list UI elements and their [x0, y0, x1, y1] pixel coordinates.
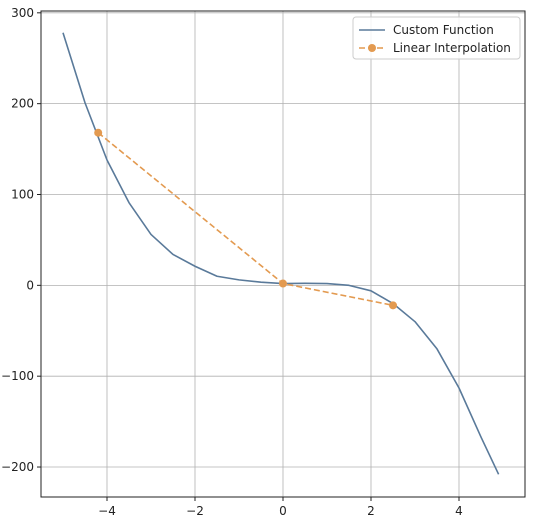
axis-ticks: −4 −2 0 2 4 −200 −100 0 100 200 300	[1, 6, 463, 518]
grid	[41, 11, 525, 497]
x-tick-label: −4	[98, 504, 116, 518]
x-tick-label: 2	[367, 504, 375, 518]
x-tick-label: 0	[279, 504, 287, 518]
y-tick-label: 100	[11, 187, 34, 201]
x-tick-label: 4	[455, 504, 463, 518]
legend-box	[352, 16, 521, 60]
legend-marker	[368, 44, 376, 52]
legend-label: Custom Function	[393, 23, 494, 37]
interpolation-point	[279, 279, 287, 288]
interpolation-point	[94, 128, 103, 137]
legend: Custom Function Linear Interpolation	[352, 16, 521, 60]
x-tick-label: −2	[186, 504, 204, 518]
y-tick-label: 200	[11, 97, 34, 111]
y-tick-label: 0	[26, 278, 34, 292]
series-layer	[62, 32, 500, 475]
y-tick-label: −200	[1, 460, 34, 474]
legend-label: Linear Interpolation	[393, 41, 511, 55]
linear-interpolation-line	[97, 132, 394, 307]
y-tick-label: 300	[11, 6, 34, 20]
custom-function-line	[62, 32, 500, 475]
y-tick-label: −100	[1, 369, 34, 383]
interpolation-point	[389, 301, 397, 310]
